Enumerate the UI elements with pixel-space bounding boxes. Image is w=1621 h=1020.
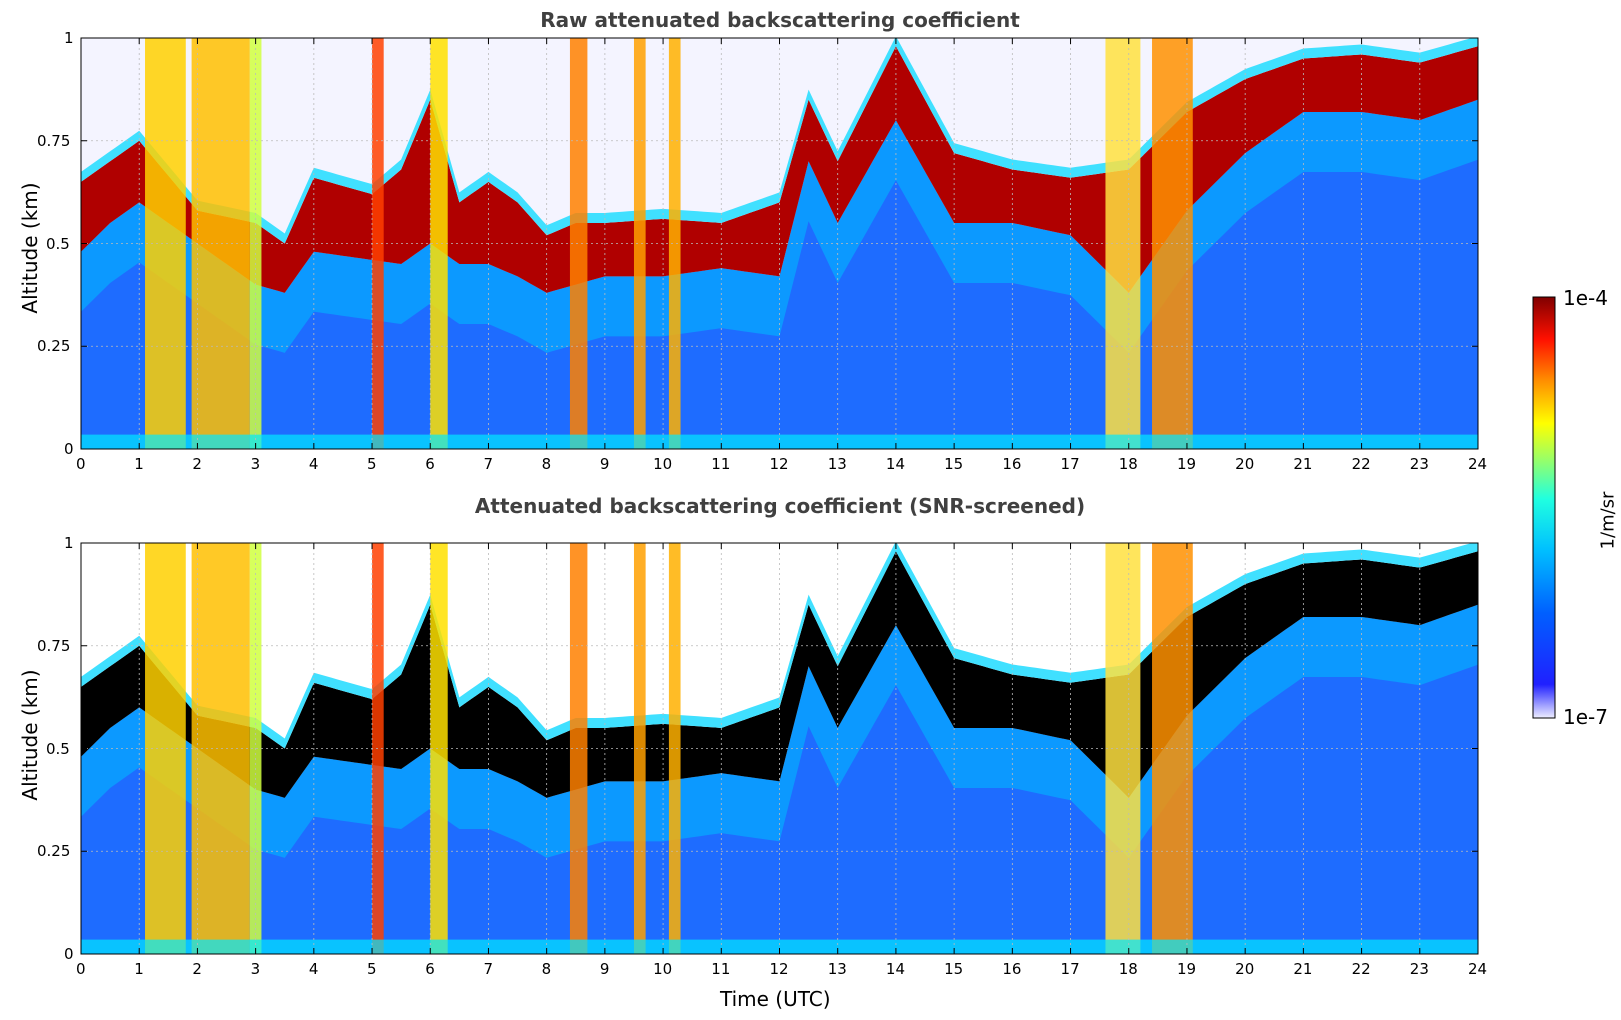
x-tick-label: 9 — [599, 960, 610, 978]
x-tick-label: 8 — [541, 960, 552, 978]
x-tick-label: 11 — [711, 455, 731, 473]
precip-streak — [633, 38, 646, 449]
x-tick-label: 17 — [1060, 960, 1080, 978]
x-tick-label: 6 — [425, 455, 435, 473]
x-tick-label: 17 — [1060, 455, 1080, 473]
y-tick-label: 0.25 — [37, 337, 71, 356]
x-tick-label: 14 — [885, 455, 905, 473]
y-tick-label: 0 — [64, 945, 74, 963]
precip-streak — [668, 38, 681, 449]
y-tick-label: 0.75 — [37, 131, 71, 150]
cloud-top-fringe — [81, 543, 1478, 749]
precip-streak — [633, 543, 646, 954]
x-tick-label: 10 — [653, 455, 673, 473]
panel-2-plot — [81, 543, 1478, 954]
y-tick-label: 0.5 — [46, 739, 70, 758]
x-tick-label: 5 — [367, 960, 377, 978]
x-tick-label: 1 — [134, 455, 144, 473]
axes-layer — [80, 37, 1479, 955]
precip-streak — [668, 543, 681, 954]
x-tick-label: 0 — [76, 960, 86, 978]
x-tick-label: 20 — [1235, 960, 1255, 978]
x-tick-label: 20 — [1235, 455, 1255, 473]
x-tick-label: 10 — [653, 960, 673, 978]
x-tick-label: 7 — [483, 455, 493, 473]
x-tick-label: 1 — [134, 960, 144, 978]
panel-1-title: Raw attenuated backscattering coefficien… — [540, 8, 1020, 32]
x-tick-label: 12 — [769, 960, 789, 978]
colorbar — [1532, 296, 1556, 719]
x-tick-label: 13 — [827, 960, 847, 978]
y-tick-label: 1 — [64, 29, 74, 47]
x-tick-label: 7 — [483, 960, 493, 978]
y-tick-label: 0.25 — [37, 842, 71, 861]
x-tick-label: 3 — [250, 960, 261, 978]
x-tick-label: 0 — [76, 455, 86, 473]
x-tick-label: 19 — [1176, 960, 1197, 978]
precip-streak — [569, 543, 588, 954]
x-tick-label: 12 — [769, 455, 789, 473]
y-tick-label: 0 — [64, 440, 74, 458]
x-tick-label: 8 — [541, 455, 552, 473]
x-axis-label: Time (UTC) — [720, 987, 831, 1011]
x-tick-label: 11 — [711, 960, 731, 978]
x-tick-label: 21 — [1293, 960, 1313, 978]
panel-2-title: Attenuated backscattering coefficient (S… — [474, 494, 1086, 518]
colorbar-unit-label: 1/m/sr — [1597, 491, 1619, 550]
precip-streak — [430, 38, 448, 449]
x-tick-label: 5 — [367, 455, 377, 473]
x-tick-label: 18 — [1118, 960, 1138, 978]
x-tick-label: 21 — [1293, 455, 1313, 473]
x-tick-label: 14 — [885, 960, 905, 978]
x-tick-label: 6 — [425, 960, 435, 978]
x-tick-label: 2 — [192, 960, 202, 978]
x-tick-label: 18 — [1118, 455, 1138, 473]
x-tick-label: 3 — [250, 455, 261, 473]
x-tick-label: 16 — [1002, 455, 1022, 473]
x-tick-label: 22 — [1351, 455, 1371, 473]
x-tick-label: 4 — [308, 455, 319, 473]
x-tick-label: 24 — [1468, 455, 1488, 473]
x-tick-label: 16 — [1002, 960, 1022, 978]
x-tick-label: 4 — [308, 960, 319, 978]
y-tick-label: 1 — [64, 534, 74, 552]
x-tick-label: 23 — [1409, 960, 1429, 978]
colorbar-min-label: 1e-7 — [1563, 705, 1608, 729]
colorbar-max-label: 1e-4 — [1563, 286, 1608, 310]
x-tick-label: 15 — [944, 455, 964, 473]
x-tick-label: 9 — [599, 455, 610, 473]
precip-streak — [430, 543, 448, 954]
precip-streak — [569, 38, 588, 449]
x-tick-label: 24 — [1468, 960, 1488, 978]
x-tick-label: 22 — [1351, 960, 1371, 978]
y-tick-label: 0.75 — [37, 636, 71, 655]
cloud-top-fringe — [81, 38, 1478, 244]
x-tick-label: 15 — [944, 960, 964, 978]
x-tick-label: 13 — [827, 455, 847, 473]
y-tick-label: 0.5 — [46, 234, 70, 253]
x-tick-label: 2 — [192, 455, 202, 473]
x-tick-label: 19 — [1176, 455, 1197, 473]
panel-1-plot — [81, 38, 1478, 449]
x-tick-label: 23 — [1409, 455, 1429, 473]
